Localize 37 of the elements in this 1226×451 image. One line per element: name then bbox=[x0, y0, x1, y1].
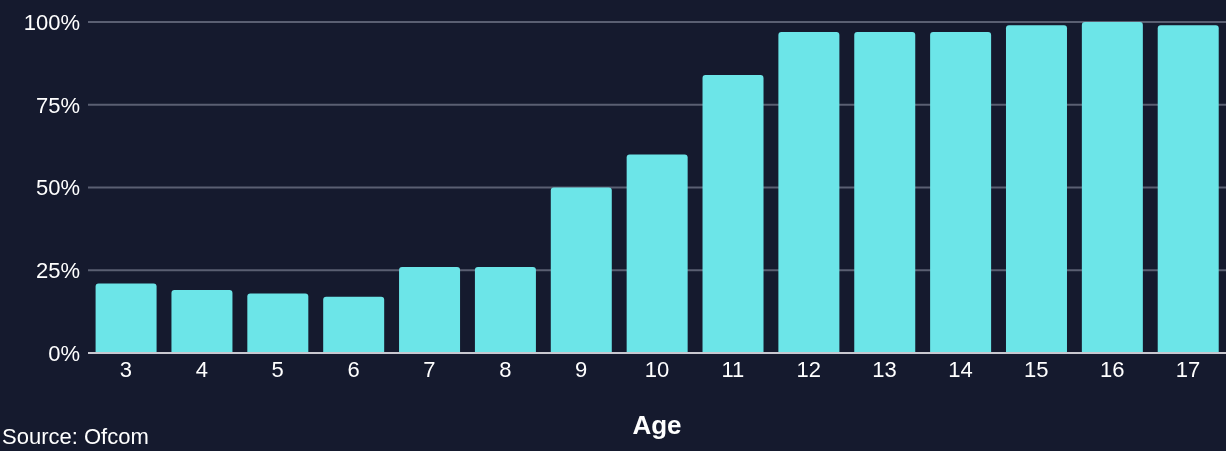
y-tick-label: 100% bbox=[23, 9, 80, 35]
y-tick-label: 25% bbox=[35, 258, 80, 284]
bar bbox=[702, 74, 764, 353]
x-tick-label: 13 bbox=[872, 356, 897, 382]
x-tick-label: 15 bbox=[1024, 356, 1049, 382]
y-tick-label: 75% bbox=[35, 92, 80, 118]
x-tick-label: 4 bbox=[195, 356, 208, 382]
x-tick-label: 9 bbox=[575, 356, 588, 382]
bar bbox=[1005, 25, 1067, 353]
source-note: Source: Ofcom bbox=[2, 424, 149, 450]
bar bbox=[550, 187, 612, 353]
bar bbox=[778, 31, 840, 353]
x-tick-label: 17 bbox=[1175, 356, 1201, 382]
x-tick-label: 8 bbox=[499, 356, 512, 382]
x-tick-label: 16 bbox=[1099, 356, 1125, 382]
x-tick-label: 14 bbox=[948, 356, 973, 382]
x-tick-label: 10 bbox=[644, 356, 670, 382]
bar bbox=[854, 31, 916, 353]
bar bbox=[95, 283, 157, 353]
x-axis-title: Age bbox=[632, 410, 682, 440]
x-tick-label: 7 bbox=[423, 356, 436, 382]
bar bbox=[323, 296, 385, 353]
bar bbox=[930, 31, 992, 353]
bar bbox=[247, 293, 309, 353]
y-tick-label: 0% bbox=[48, 340, 80, 366]
x-tick-label: 6 bbox=[347, 356, 360, 382]
bar bbox=[171, 290, 233, 353]
x-tick-label: 11 bbox=[721, 356, 745, 382]
x-tick-label: 12 bbox=[796, 356, 821, 382]
bar bbox=[1081, 22, 1143, 353]
bar bbox=[399, 266, 461, 353]
x-tick-label: 3 bbox=[119, 356, 133, 382]
bar bbox=[1157, 25, 1219, 353]
bar bbox=[474, 266, 536, 353]
x-tick-label: 5 bbox=[271, 356, 284, 382]
y-tick-label: 50% bbox=[35, 175, 80, 201]
bar bbox=[626, 154, 688, 353]
